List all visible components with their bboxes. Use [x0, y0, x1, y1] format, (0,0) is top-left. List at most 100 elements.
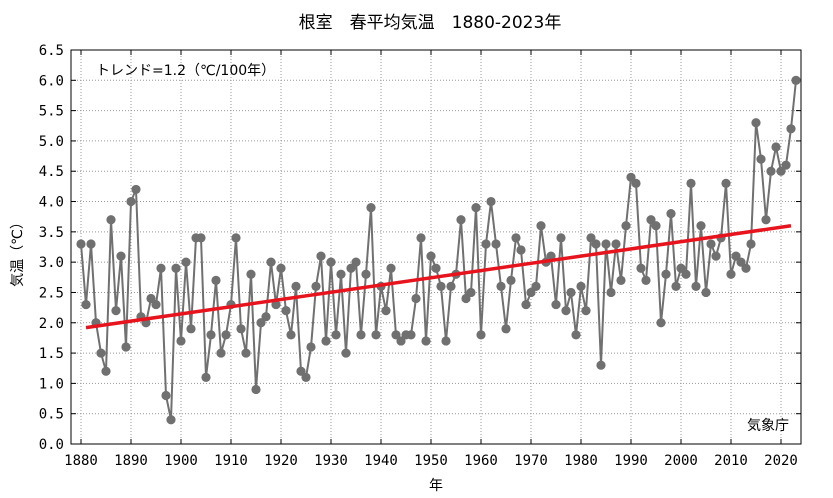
- data-point: [431, 263, 441, 273]
- data-point: [181, 257, 191, 267]
- data-point: [536, 221, 546, 231]
- x-tick-label: 1930: [314, 453, 348, 469]
- series-group: [76, 75, 801, 425]
- data-point: [151, 299, 161, 310]
- data-point: [316, 251, 326, 261]
- x-tick-label: 2000: [664, 453, 698, 469]
- data-point: [456, 215, 466, 225]
- data-point: [296, 366, 306, 376]
- data-point: [516, 245, 526, 255]
- data-point: [741, 263, 751, 273]
- data-point: [446, 281, 456, 291]
- data-point: [206, 330, 216, 340]
- data-point: [246, 269, 256, 279]
- data-point: [586, 233, 596, 243]
- data-point: [86, 239, 96, 249]
- x-tick-label: 1890: [114, 453, 148, 469]
- y-tick-label: 2.5: [39, 285, 64, 301]
- y-tick-label: 4.0: [39, 195, 64, 211]
- data-point: [571, 330, 581, 340]
- data-point: [711, 251, 721, 261]
- data-point: [691, 281, 701, 291]
- data-point: [256, 318, 266, 328]
- y-tick-label: 4.5: [39, 164, 64, 180]
- data-point: [721, 178, 731, 188]
- data-point: [216, 348, 226, 358]
- data-point: [121, 342, 131, 352]
- data-point: [146, 293, 156, 304]
- data-point: [461, 293, 471, 304]
- x-tick-label: 2020: [764, 453, 798, 469]
- data-point: [746, 239, 756, 249]
- data-point: [601, 239, 611, 249]
- data-point: [361, 269, 371, 279]
- data-point: [421, 336, 431, 346]
- data-point: [281, 306, 291, 316]
- x-tick-label: 1920: [264, 453, 298, 469]
- data-point: [531, 281, 541, 291]
- data-point: [381, 306, 391, 316]
- data-point: [76, 239, 86, 249]
- data-point: [196, 233, 206, 243]
- x-axis: 1880 1890 1900 1910 1920 1930 1940 1950 1960 1970…: [64, 50, 798, 469]
- data-point: [171, 263, 181, 273]
- data-point: [271, 299, 281, 310]
- data-point: [221, 330, 231, 340]
- data-point: [726, 269, 736, 279]
- data-point: [631, 178, 641, 188]
- data-point: [596, 360, 606, 370]
- data-point: [506, 275, 516, 285]
- y-axis: 0.0 0.5 1.0 1.5 2.0 2.5 3.0 3.5 4.0 4.5 5.0 5.5 6.0 6…: [39, 43, 801, 453]
- data-point: [526, 287, 536, 298]
- data-point: [696, 221, 706, 231]
- data-point: [486, 196, 496, 207]
- data-point: [636, 263, 646, 273]
- y-tick-label: 1.5: [39, 346, 64, 362]
- plot-frame: [70, 49, 802, 445]
- x-tick-label: 1900: [164, 453, 198, 469]
- data-point: [761, 215, 771, 225]
- data-point: [671, 281, 681, 291]
- y-axis-label: 気温（℃）: [10, 215, 26, 287]
- data-point: [391, 330, 401, 340]
- data-point: [666, 209, 676, 219]
- data-point: [366, 203, 376, 213]
- data-point: [751, 118, 761, 128]
- data-point: [161, 390, 171, 401]
- data-point: [681, 269, 691, 279]
- data-point: [466, 287, 476, 298]
- gridlines: [71, 50, 801, 444]
- data-point: [686, 178, 696, 188]
- data-point: [261, 312, 271, 322]
- data-point: [371, 330, 381, 340]
- data-point: [706, 239, 716, 249]
- data-point: [476, 330, 486, 340]
- data-point: [211, 275, 221, 285]
- y-tick-label: 0.0: [39, 437, 64, 453]
- data-point: [396, 336, 406, 346]
- data-point: [411, 293, 421, 304]
- data-point: [521, 299, 531, 310]
- data-point: [731, 251, 741, 261]
- data-point: [321, 336, 331, 346]
- data-point: [656, 318, 666, 328]
- data-point: [416, 233, 426, 243]
- data-point: [641, 275, 651, 285]
- x-axis-label: 年: [429, 478, 443, 494]
- data-point: [566, 287, 576, 298]
- data-point: [201, 372, 211, 382]
- y-tick-label: 3.5: [39, 225, 64, 241]
- data-point: [661, 269, 671, 279]
- data-point: [736, 257, 746, 267]
- data-point: [581, 306, 591, 316]
- x-tick-label: 1960: [464, 453, 498, 469]
- x-tick-label: 2010: [714, 453, 748, 469]
- data-point: [766, 166, 776, 176]
- data-point: [331, 330, 341, 340]
- x-tick-label: 1940: [364, 453, 398, 469]
- data-point: [251, 384, 261, 395]
- data-point: [306, 342, 316, 352]
- y-tick-label: 6.5: [39, 43, 64, 59]
- data-point: [776, 166, 786, 176]
